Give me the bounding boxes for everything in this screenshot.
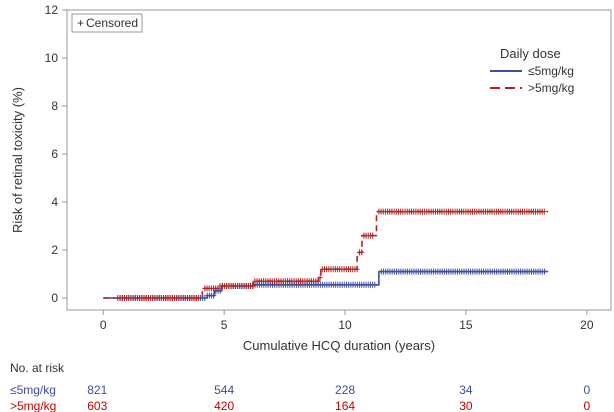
x-axis: 0 5 10 15 20 [100, 310, 594, 332]
y-tick-label: 8 [51, 99, 58, 113]
risk-value: 420 [214, 399, 234, 412]
x-tick-label: 0 [100, 318, 107, 332]
risk-value: 164 [335, 399, 355, 412]
legend: Daily dose ≤5mg/kg >5mg/kg [490, 46, 574, 95]
censor-mark [317, 274, 323, 281]
censor-mark [211, 292, 217, 299]
risk-value: 544 [214, 383, 234, 397]
censor-mark [196, 295, 202, 301]
risk-row-label: ≤5mg/kg [10, 383, 56, 397]
censor-mark [359, 249, 365, 256]
censored-key-box [71, 13, 143, 33]
censor-mark [370, 232, 376, 239]
risk-value: 30 [459, 399, 473, 412]
x-tick-label: 5 [221, 318, 228, 332]
y-axis: 0 2 4 6 8 10 12 [45, 3, 67, 305]
y-tick-label: 0 [51, 291, 58, 305]
risk-value: 34 [459, 383, 473, 397]
risk-value: 821 [87, 383, 107, 397]
censored-marker-symbol: + [77, 16, 84, 30]
censor-mark [372, 281, 378, 288]
censor-mark [541, 208, 547, 215]
censor-marks [115, 208, 548, 301]
x-tick-label: 15 [459, 318, 473, 332]
x-axis-label: Cumulative HCQ duration (years) [243, 338, 435, 353]
y-axis-label: Risk of retinal toxicity (%) [10, 87, 25, 233]
plot-frame [66, 9, 612, 311]
legend-title: Daily dose [500, 46, 561, 61]
y-tick-label: 4 [51, 195, 58, 209]
risk-value: 603 [87, 399, 107, 412]
risk-value: 228 [335, 383, 355, 397]
risk-table: No. at risk ≤5mg/kg 821 544 228 34 0 >5mg/kg 60… [10, 361, 590, 412]
censor-mark [354, 266, 360, 273]
risk-value: 0 [583, 399, 590, 412]
y-tick-label: 6 [51, 147, 58, 161]
y-tick-label: 2 [51, 243, 58, 257]
y-tick-label: 10 [45, 51, 59, 65]
risk-table-title: No. at risk [10, 361, 65, 375]
legend-label-low-dose: ≤5mg/kg [528, 64, 574, 78]
x-tick-label: 10 [338, 318, 352, 332]
risk-value: 0 [583, 383, 590, 397]
risk-table-rows: ≤5mg/kg 821 544 228 34 0 >5mg/kg 603 420 164 30 0 [10, 383, 590, 412]
x-tick-label: 20 [580, 318, 594, 332]
legend-label-high-dose: >5mg/kg [528, 81, 574, 95]
risk-row-label: >5mg/kg [10, 399, 56, 412]
y-tick-label: 12 [45, 3, 59, 17]
censor-mark [250, 283, 256, 289]
censored-key: + Censored [71, 13, 143, 33]
censor-mark [315, 278, 321, 285]
censor-mark [542, 268, 548, 275]
censored-key-label: Censored [86, 16, 138, 30]
